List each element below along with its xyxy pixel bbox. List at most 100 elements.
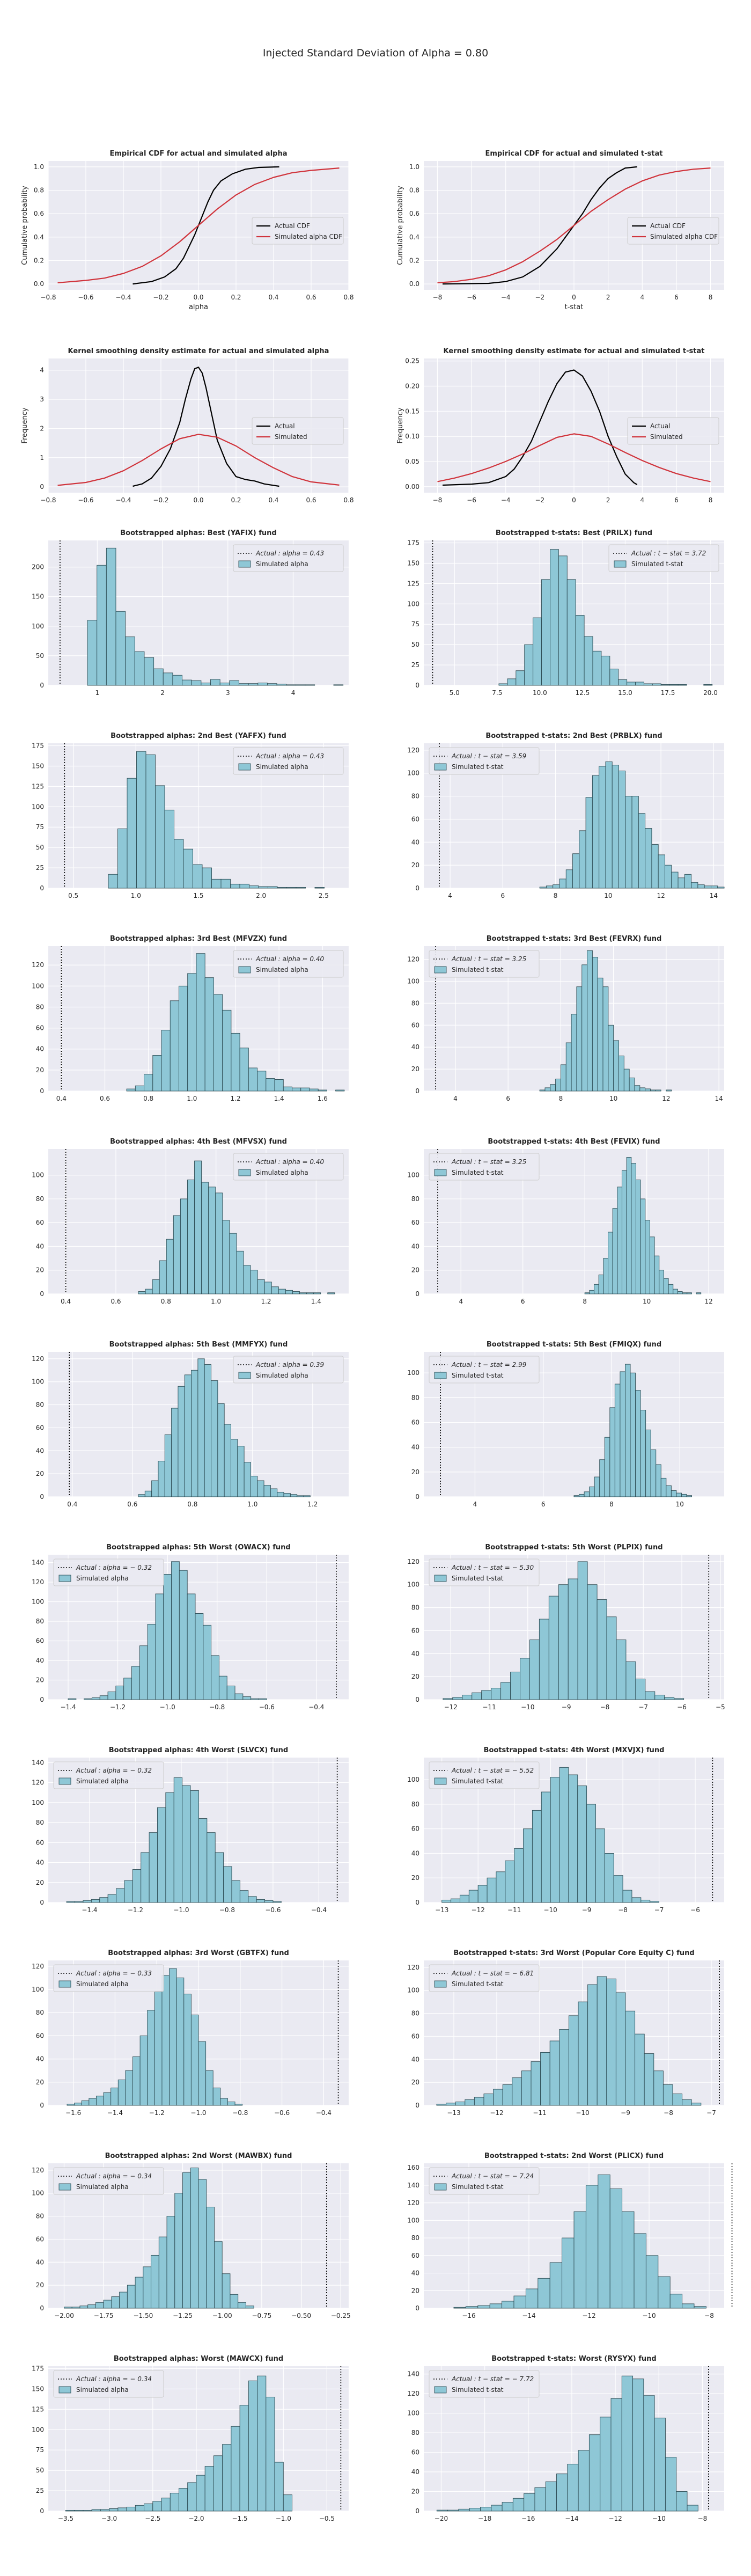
histogram-bar [170, 2493, 179, 2512]
chart-title: Bootstrapped t-stats: 5th Best (FMIQX) f… [487, 1341, 661, 1349]
y-tick-label: 100 [32, 2190, 44, 2197]
legend: Actual : t − stat = 3.25 Simulated t-stat [429, 1153, 540, 1181]
histogram-bar [100, 2509, 110, 2512]
histogram-bar [203, 1624, 212, 1700]
histogram-bar [198, 2179, 207, 2309]
histogram-bar [117, 2507, 127, 2512]
histogram-bar [604, 1853, 614, 1903]
histogram-bar [152, 2501, 162, 2512]
y-tick-label: 0 [40, 1290, 44, 1298]
legend-label: Simulated alpha [256, 1372, 308, 1379]
legend: Actual : alpha = 0.43 Simulated alpha [233, 544, 344, 572]
histogram-bar [300, 1087, 310, 1092]
x-tick-label: 10 [604, 892, 612, 899]
y-tick-label: 60 [411, 1627, 419, 1634]
y-tick-label: 150 [32, 762, 44, 770]
y-tick-label: 0 [415, 1087, 419, 1095]
histogram-bar [546, 885, 554, 889]
legend-box [53, 2370, 164, 2398]
chart-title: Kernel smoothing density estimate for ac… [68, 347, 329, 355]
x-tick-label: 4 [640, 496, 644, 504]
histogram-bar [589, 1487, 595, 1497]
x-tick-label: −12 [608, 2515, 622, 2522]
histogram-bar [277, 1491, 284, 1497]
y-tick-label: 80 [36, 1819, 44, 1826]
histogram-bar [161, 1975, 170, 2106]
histogram-bar [655, 1089, 661, 1092]
histogram-bar [665, 2457, 677, 2512]
legend-box [233, 950, 344, 978]
histogram-bar [608, 1024, 614, 1092]
histogram-bar [313, 1292, 321, 1294]
histogram-bar [135, 2505, 145, 2512]
histogram-bar [586, 1804, 596, 1903]
legend-label: Simulated t-stat [452, 1777, 504, 1785]
y-tick-label: 20 [411, 1267, 419, 1274]
histogram-bar [717, 887, 725, 889]
histogram-bar [163, 672, 173, 686]
histogram-bar [602, 986, 609, 1092]
histogram-bar [117, 2080, 126, 2106]
chart-title: Bootstrapped alphas: Worst (MAWCX) fund [114, 2355, 283, 2363]
histogram-bar [669, 2294, 683, 2309]
y-tick-label: 0.2 [34, 257, 44, 264]
histogram-bar [248, 683, 259, 686]
histogram-bar [103, 2300, 112, 2309]
x-tick-label: −7 [706, 2109, 716, 2117]
histogram-bar [678, 877, 685, 889]
histogram-bar [182, 2172, 191, 2309]
histogram-bar [258, 886, 268, 889]
y-axis-label: Cumulative probability [21, 186, 29, 265]
histogram-bar [138, 1291, 146, 1294]
legend-swatch-patch [434, 1169, 447, 1176]
histogram-bar [640, 1198, 646, 1294]
subplot-5: 1 2 3 4 0 50 100 150 200 Bootstrapped alphas: Bes… [32, 529, 349, 697]
chart-title: Bootstrapped alphas: 2nd Best (YAFFX) fu… [111, 732, 286, 740]
histogram-bar [682, 2099, 692, 2106]
x-tick-label: −10 [652, 2515, 666, 2522]
histogram-bar [502, 2301, 514, 2309]
histogram-bar [489, 2303, 503, 2309]
histogram-bar [179, 985, 188, 1092]
x-tick-label: −11 [533, 2109, 546, 2117]
y-tick-label: 0 [415, 1493, 419, 1501]
histogram-bar [447, 2509, 459, 2512]
histogram-bar [666, 1089, 672, 1092]
histogram-bar [568, 2015, 579, 2106]
histogram-bar [609, 669, 619, 686]
histogram-bar [592, 775, 600, 889]
y-tick-label: 175 [32, 742, 44, 750]
x-axis-label: alpha [189, 303, 208, 311]
y-tick-label: 40 [411, 2468, 419, 2476]
histogram-bar [170, 1000, 179, 1092]
legend-label: Actual : t − stat = 3.72 [631, 550, 706, 557]
histogram-bar [578, 2001, 588, 2106]
chart-title: Bootstrapped t-stats: 4th Worst (MXVJX) … [484, 1746, 665, 1754]
histogram-bar [219, 683, 230, 686]
histogram-bar [625, 2010, 636, 2106]
x-tick-label: −1.0 [173, 1906, 189, 1914]
x-tick-label: −9 [621, 2109, 630, 2117]
x-tick-label: −0.8 [209, 1703, 225, 1711]
y-tick-label: 60 [36, 2235, 44, 2243]
histogram-bar [299, 1292, 307, 1294]
subplot-2: −8 −6 −4 −2 0 2 4 6 8 0.0 0.2 0.4 0.6 0.8 1.0 Empirical… [396, 150, 724, 311]
x-tick-label: 0.2 [231, 294, 241, 301]
histogram-bar [594, 1284, 599, 1294]
histogram-bar [597, 1976, 607, 2106]
x-tick-label: 0.6 [100, 1095, 110, 1102]
legend-swatch-patch [434, 763, 447, 771]
histogram-bar [248, 1896, 257, 1903]
histogram-bar [645, 1220, 650, 1294]
histogram-bar [436, 2509, 448, 2512]
histogram-bar [132, 1869, 142, 1903]
histogram-bar [256, 1899, 265, 1903]
histogram-bar [124, 1880, 133, 1903]
histogram-bar [550, 1777, 560, 1903]
histogram-bar [533, 617, 542, 686]
histogram-bar [550, 549, 559, 686]
histogram-bar [215, 1852, 224, 1903]
histogram-bar [135, 1085, 145, 1092]
legend-box [627, 217, 719, 245]
x-tick-label: 1.2 [261, 1298, 271, 1305]
